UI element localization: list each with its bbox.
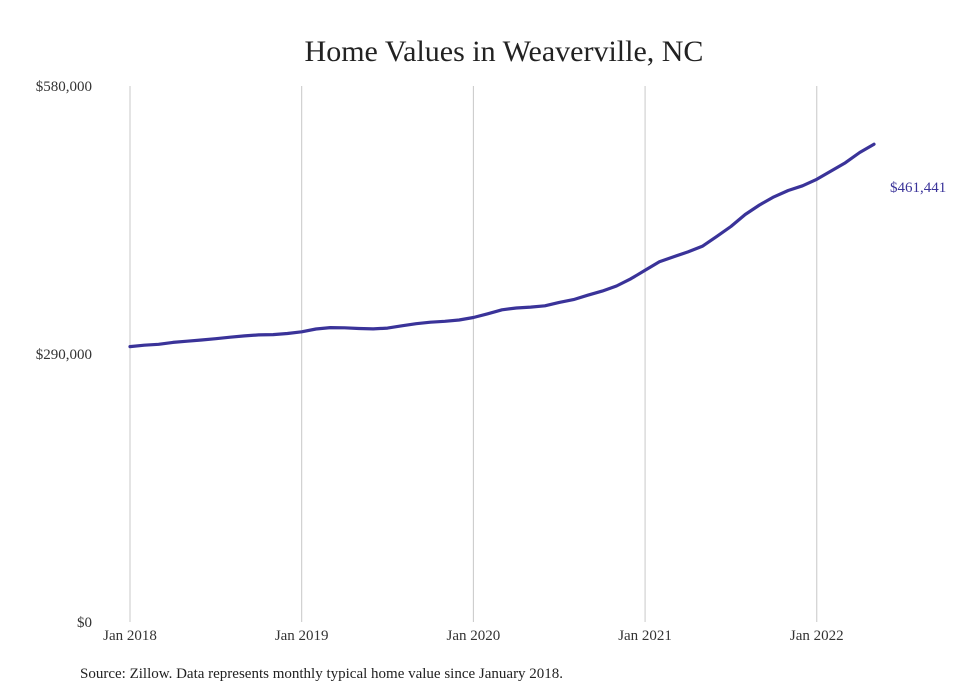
y-axis-ticks: $0 $290,000 $580,000: [36, 79, 92, 631]
y-tick-label: $0: [77, 615, 92, 631]
x-tick-label: Jan 2020: [447, 628, 501, 644]
x-tick-label: Jan 2019: [275, 628, 329, 644]
home-value-line: [128, 142, 876, 349]
chart-title: Home Values in Weaverville, NC: [305, 35, 704, 68]
x-tick-label: Jan 2022: [790, 628, 844, 644]
source-note: Source: Zillow. Data represents monthly …: [80, 666, 564, 682]
y-tick-label: $580,000: [36, 79, 92, 95]
x-tick-label: Jan 2018: [103, 628, 157, 644]
last-value-label: $461,441: [890, 180, 946, 196]
x-axis-ticks: Jan 2018 Jan 2019 Jan 2020 Jan 2021 Jan 2022: [103, 628, 844, 644]
x-tick-label: Jan 2021: [618, 628, 672, 644]
y-tick-label: $290,000: [36, 347, 92, 363]
vertical-gridlines: [129, 86, 818, 622]
